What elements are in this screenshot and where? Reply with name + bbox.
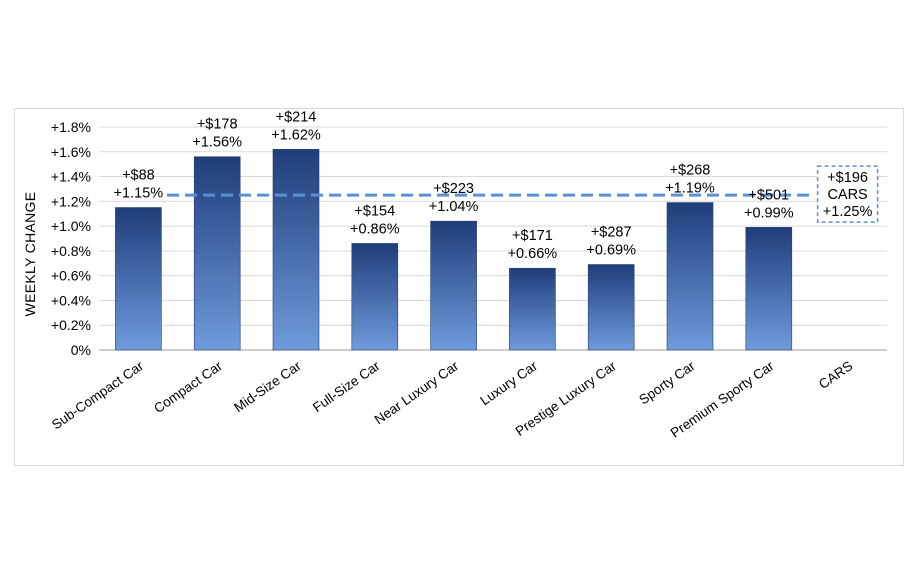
y-tick-labels: 0% +0.2% +0.4% +0.6% +0.8% +1.0% +1.2% +1.4% +1.… bbox=[51, 119, 91, 358]
bar bbox=[587, 264, 635, 351]
y-tick-label: +1.0% bbox=[51, 218, 91, 234]
data-label-percent: +0.66% bbox=[508, 246, 558, 262]
y-tick-label: +0.4% bbox=[51, 292, 91, 308]
data-label-dollar: +$154 bbox=[354, 203, 395, 219]
chart-frame: WEEKLY CHANGE 0% +0.2% +0.4% +0.6% +0.8% +1.0… bbox=[14, 108, 904, 466]
category-label: Luxury Car bbox=[477, 358, 540, 408]
data-label-percent: +1.62% bbox=[271, 127, 321, 143]
bar bbox=[193, 156, 241, 351]
data-label-dollar: +$171 bbox=[512, 228, 553, 244]
bar bbox=[115, 207, 162, 351]
bar bbox=[509, 267, 556, 351]
data-label-percent: +1.04% bbox=[429, 199, 479, 215]
data-label-dollar: +$501 bbox=[748, 187, 789, 203]
y-tick-label: +1.2% bbox=[51, 193, 91, 209]
data-label-dollar: +$223 bbox=[433, 181, 474, 197]
bar bbox=[351, 243, 399, 351]
category-labels: Sub-Compact Car Compact Car Mid-Size Car Fu… bbox=[49, 358, 855, 441]
data-label-percent: +1.56% bbox=[192, 135, 242, 151]
category-label: Full-Size Car bbox=[310, 358, 383, 415]
data-label-percent: +1.15% bbox=[114, 186, 164, 202]
data-label-dollar: +$268 bbox=[670, 163, 711, 179]
data-label-dollar: +$214 bbox=[276, 109, 317, 125]
data-label-percent: +1.19% bbox=[665, 181, 715, 197]
y-tick-label: +1.4% bbox=[51, 169, 91, 185]
data-label-percent: +0.86% bbox=[350, 221, 400, 237]
bar bbox=[272, 148, 320, 351]
category-label: Sporty Car bbox=[636, 358, 698, 408]
reference-label-line: +1.25% bbox=[823, 204, 873, 220]
data-label-percent: +0.69% bbox=[586, 243, 636, 259]
bar bbox=[666, 202, 714, 351]
bar bbox=[430, 220, 477, 351]
y-tick-label: +0.2% bbox=[51, 317, 91, 333]
y-axis-title: WEEKLY CHANGE bbox=[22, 192, 38, 317]
reference-label-line: +$196 bbox=[827, 170, 868, 186]
data-label-dollar: +$88 bbox=[122, 168, 155, 184]
category-label: Sub-Compact Car bbox=[49, 358, 147, 433]
y-tick-label: 0% bbox=[71, 342, 91, 358]
bar bbox=[745, 227, 793, 351]
y-tick-label: +0.6% bbox=[51, 268, 91, 284]
data-label-percent: +0.99% bbox=[744, 205, 794, 221]
category-label: Near Luxury Car bbox=[372, 358, 462, 427]
weekly-change-bar-chart: WEEKLY CHANGE 0% +0.2% +0.4% +0.6% +0.8% +1.0… bbox=[22, 109, 887, 441]
reference-label-box bbox=[816, 165, 879, 223]
reference-label-line: CARS bbox=[827, 187, 867, 203]
data-label-dollar: +$287 bbox=[591, 225, 632, 241]
y-tick-label: +1.6% bbox=[51, 144, 91, 160]
category-label: Compact Car bbox=[151, 358, 225, 416]
y-tick-label: +1.8% bbox=[51, 119, 91, 135]
data-labels: +$88 +1.15% +$178 +1.56% +$214 +1.62% +$154 +0.… bbox=[114, 109, 794, 262]
bars bbox=[115, 148, 793, 351]
category-label: CARS bbox=[816, 358, 855, 392]
data-label-dollar: +$178 bbox=[197, 117, 238, 133]
category-label: Mid-Size Car bbox=[231, 358, 304, 415]
y-tick-label: +0.8% bbox=[51, 243, 91, 259]
